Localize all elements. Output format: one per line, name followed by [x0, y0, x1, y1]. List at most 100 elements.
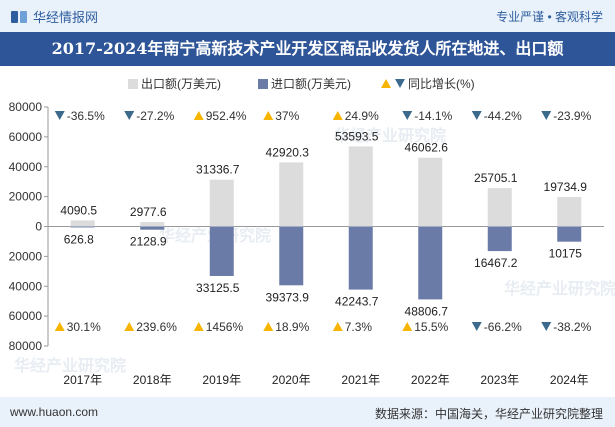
import-growth-label: 30.1%	[67, 320, 101, 334]
data-source: 数据来源：中国海关，华经产业研究院整理	[374, 407, 603, 421]
export-bar	[209, 179, 234, 227]
growth-down-triangle-icon	[471, 322, 482, 331]
y-tick-label: 20000	[9, 249, 43, 263]
brand: 华经情报网	[10, 7, 98, 26]
brand-name: 华经情报网	[33, 10, 99, 25]
import-bar	[557, 226, 582, 242]
x-category-label: 2020年	[272, 373, 311, 387]
import-value-label: 42243.7	[335, 295, 379, 309]
y-tick-label: 80000	[9, 100, 43, 114]
export-bar	[557, 197, 582, 227]
import-value-label: 16467.2	[474, 256, 518, 270]
legend-swatch-import	[258, 79, 268, 89]
import-growth-label: 1456%	[206, 320, 244, 334]
export-bar	[279, 162, 304, 227]
growth-down-triangle-icon	[541, 111, 552, 120]
x-category-label: 2019年	[202, 373, 241, 387]
legend-up-triangle-icon	[381, 79, 391, 88]
export-bar	[487, 188, 512, 227]
import-value-label: 10175	[549, 247, 583, 261]
x-category-label: 2024年	[550, 373, 589, 387]
y-tick-label: 0	[35, 220, 42, 234]
import-value-label: 39373.9	[266, 290, 310, 304]
import-bar	[70, 226, 95, 228]
growth-down-triangle-icon	[124, 111, 135, 120]
export-growth-label: 37%	[275, 109, 299, 123]
import-value-label: 2128.9	[130, 235, 167, 249]
import-growth-label: 15.5%	[414, 320, 448, 334]
legend-label-import: 进口额(万美元)	[271, 77, 351, 91]
chart: 华经产业研究院华经产业研究院华经产业研究院华经产业研究院 出口额(万美元)进口额…	[9, 77, 615, 387]
export-growth-label: 24.9%	[345, 109, 379, 123]
export-value-label: 19734.9	[544, 180, 588, 194]
website-link[interactable]: www.huaon.com	[10, 405, 99, 419]
top-banner: 华经情报网 专业严谨 • 客观科学	[0, 0, 615, 32]
y-tick-label: 40000	[9, 160, 43, 174]
y-tick-label: 60000	[9, 309, 43, 323]
export-growth-label: -23.9%	[553, 109, 591, 123]
tagline: 专业严谨 • 客观科学	[496, 10, 603, 24]
brand-logo-icon	[11, 10, 27, 23]
export-value-label: 2977.6	[130, 205, 167, 219]
import-value-label: 626.8	[64, 232, 94, 246]
legend-label-growth: 同比增长(%)	[408, 77, 475, 91]
growth-down-triangle-icon	[541, 322, 552, 331]
import-growth-label: 7.3%	[345, 320, 373, 334]
export-growth-label: 952.4%	[206, 109, 247, 123]
export-bar	[70, 220, 95, 227]
y-tick-label: 20000	[9, 190, 43, 204]
legend-down-triangle-icon	[395, 79, 405, 88]
x-category-label: 2021年	[341, 373, 380, 387]
export-growth-label: -27.2%	[136, 109, 174, 123]
growth-up-triangle-icon	[193, 111, 204, 120]
import-growth-label: -38.2%	[553, 320, 591, 334]
growth-up-triangle-icon	[402, 322, 413, 331]
import-bar	[418, 226, 443, 300]
x-category-label: 2022年	[411, 373, 450, 387]
growth-up-triangle-icon	[332, 111, 343, 120]
growth-down-triangle-icon	[54, 111, 65, 120]
footer: www.huaon.com 数据来源：中国海关，华经产业研究院整理	[0, 397, 615, 427]
export-bar	[140, 222, 165, 227]
title-bar: 2017-2024年南宁高新技术产业开发区商品收发货人所在地进、出口额	[0, 32, 615, 66]
growth-up-triangle-icon	[124, 322, 135, 331]
y-tick-label: 60000	[9, 130, 43, 144]
watermark-text: 华经产业研究院	[334, 126, 446, 145]
chart-title: 2017-2024年南宁高新技术产业开发区商品收发货人所在地进、出口额	[51, 39, 564, 58]
x-category-label: 2018年	[133, 373, 172, 387]
growth-up-triangle-icon	[263, 111, 274, 120]
legend-label-export: 出口额(万美元)	[141, 77, 221, 91]
export-growth-label: -44.2%	[484, 109, 522, 123]
export-value-label: 42920.3	[266, 145, 310, 159]
export-value-label: 46062.6	[405, 141, 449, 155]
watermark-text: 华经产业研究院	[14, 356, 126, 375]
import-bar	[348, 226, 373, 290]
growth-up-triangle-icon	[54, 322, 65, 331]
y-tick-label: 80000	[9, 339, 43, 353]
export-bar	[418, 157, 443, 227]
x-category-label: 2017年	[63, 373, 102, 387]
import-bar	[279, 226, 304, 286]
import-growth-label: -66.2%	[484, 320, 522, 334]
import-growth-label: 18.9%	[275, 320, 309, 334]
x-category-label: 2023年	[480, 373, 519, 387]
export-growth-label: -36.5%	[67, 109, 105, 123]
import-bar	[140, 226, 165, 230]
export-growth-label: -14.1%	[414, 109, 452, 123]
export-value-label: 31336.7	[196, 163, 240, 177]
import-growth-label: 239.6%	[136, 320, 177, 334]
y-tick-label: 40000	[9, 279, 43, 293]
import-bar	[487, 226, 512, 252]
export-bar	[348, 146, 373, 227]
import-value-label: 33125.5	[196, 281, 240, 295]
import-value-label: 48806.7	[405, 304, 449, 318]
export-value-label: 25705.1	[474, 171, 518, 185]
growth-up-triangle-icon	[193, 322, 204, 331]
growth-up-triangle-icon	[332, 322, 343, 331]
export-value-label: 53593.5	[335, 129, 379, 143]
legend-swatch-export	[128, 79, 138, 89]
import-bar	[209, 226, 234, 276]
growth-up-triangle-icon	[263, 322, 274, 331]
watermark-text: 华经产业研究院	[504, 279, 615, 298]
growth-down-triangle-icon	[402, 111, 413, 120]
